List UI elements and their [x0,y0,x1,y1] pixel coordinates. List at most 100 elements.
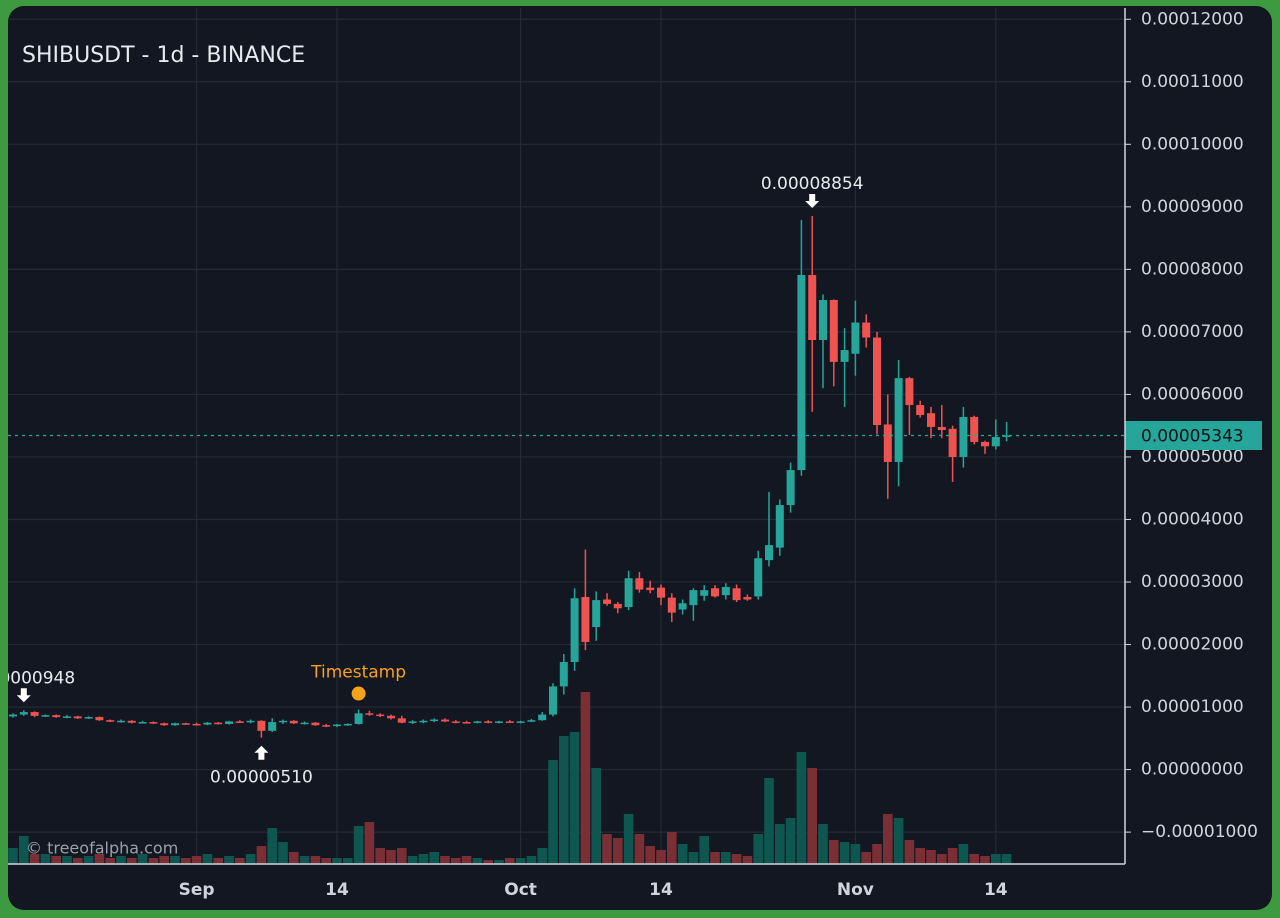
candle-body [311,722,320,726]
candle-body [441,719,449,722]
chart-background [8,6,1272,910]
volume-bar [915,848,925,864]
volume-bar [904,840,915,864]
y-tick-label: 0.00008000 [1141,259,1244,279]
price-marker-label: 0.00000510 [210,768,313,788]
candle-body [462,722,471,724]
candle-body [171,723,179,726]
candle-body [754,558,763,597]
candle-body [775,505,784,548]
candle-body [743,597,752,600]
candle-body [495,721,503,723]
candle-body [538,714,547,721]
volume-bar [677,844,688,864]
volume-bar [451,858,461,864]
chart-title: SHIBUSDT - 1d - BINANCE [22,43,305,68]
volume-bar [991,854,1001,864]
volume-bar [375,848,385,864]
volume-bar [980,856,990,864]
candle-body [819,300,827,341]
candle-body [851,322,860,354]
volume-bar [515,858,526,864]
volume-bar [170,856,180,864]
candle-body [430,719,439,722]
volume-bar [839,842,850,864]
candle-body [397,718,406,723]
candle-body [268,722,277,731]
candle-body [214,722,223,725]
candle-body [603,599,611,604]
candle-body [927,413,935,427]
candle-body [581,597,590,643]
volume-bar [483,860,493,864]
candle-body [894,378,903,462]
volume-bar [137,854,148,864]
volume-bar [148,858,159,864]
volume-bar [191,856,202,864]
volume-bar [807,768,817,864]
event-label: Timestamp [310,663,406,683]
candle-body [333,724,341,727]
candle-body [376,714,385,717]
x-tick-label: 14 [984,880,1008,900]
volume-bar [343,858,353,864]
volume-bar [785,818,796,864]
candle-body [30,712,39,716]
candle-body [613,603,622,609]
volume-bar [688,852,699,864]
candle-body [19,712,28,715]
volume-bar [235,858,245,864]
candle-body [160,723,169,726]
axes: 0.00012000 0.00011000 0.00010000 0.00009000… [179,9,1262,900]
candle-body [883,424,892,462]
volume-bar [299,856,310,864]
volume-bar [472,858,483,864]
volume-bar [40,854,51,864]
volume-bar [202,854,213,864]
volume-bar [94,854,105,864]
candle-body [549,686,557,715]
volume-bar [872,844,882,864]
candle-body [322,725,331,727]
volume-bar [332,858,342,864]
volume-bar [699,836,709,864]
volume-bar [8,848,18,864]
candle-body [387,715,395,719]
candle-body [203,722,212,725]
candle-body [646,587,655,591]
candle-body [52,715,61,718]
volume-bar [83,856,94,864]
volume-bar [267,828,277,864]
candle-body [354,713,363,724]
volume-bar [634,834,645,864]
y-tick-label: 0.00005000 [1141,447,1244,467]
volume-bar [883,814,893,864]
volume-bar [656,850,666,864]
x-tick-label: Nov [837,880,874,900]
volume-bar [731,854,742,864]
volume-bar [278,842,288,864]
candle-body [419,720,428,723]
last-price-box [1125,420,1262,450]
candle-body [657,587,665,598]
volume-bar [386,850,396,864]
volume-bar [958,844,969,864]
volume-bar [775,824,785,864]
candle-body [451,721,460,723]
volume-bar [29,854,40,864]
candle-body [981,441,989,447]
volume-bar [829,840,839,864]
volume-bar [19,836,29,864]
price-marker-label: 0.00008854 [761,174,864,194]
y-tick-label: 0.00004000 [1141,509,1244,529]
y-tick-label: 0.00009000 [1141,197,1244,217]
candle-body [279,720,287,723]
volume-bar [407,856,418,864]
candle-body [948,428,957,457]
volume-bar [397,848,407,864]
volume-bar [418,854,429,864]
volume-bar [310,856,321,864]
